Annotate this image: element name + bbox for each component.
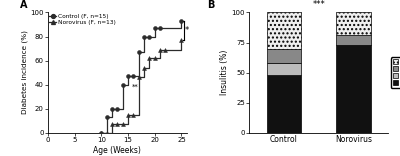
X-axis label: Age (Weeks): Age (Weeks) bbox=[94, 146, 141, 155]
Bar bbox=[266, 75, 301, 133]
Bar bbox=[336, 12, 371, 35]
Text: B: B bbox=[208, 0, 215, 10]
Bar bbox=[266, 12, 301, 49]
Bar bbox=[336, 45, 371, 133]
Text: **: ** bbox=[132, 84, 138, 90]
Y-axis label: Insulitis (%): Insulitis (%) bbox=[220, 50, 229, 95]
Y-axis label: Diabetes incidence (%): Diabetes incidence (%) bbox=[21, 31, 28, 115]
Text: ***: *** bbox=[312, 0, 325, 9]
Text: A: A bbox=[20, 0, 28, 10]
Legend: 4, 3, 2, 1: 4, 3, 2, 1 bbox=[391, 57, 400, 88]
Bar bbox=[266, 63, 301, 75]
Text: *: * bbox=[185, 26, 190, 35]
Bar bbox=[336, 35, 371, 45]
Bar bbox=[266, 49, 301, 63]
Legend: Control (F, n=15), Norovirus (F, n=13): Control (F, n=15), Norovirus (F, n=13) bbox=[49, 14, 116, 25]
